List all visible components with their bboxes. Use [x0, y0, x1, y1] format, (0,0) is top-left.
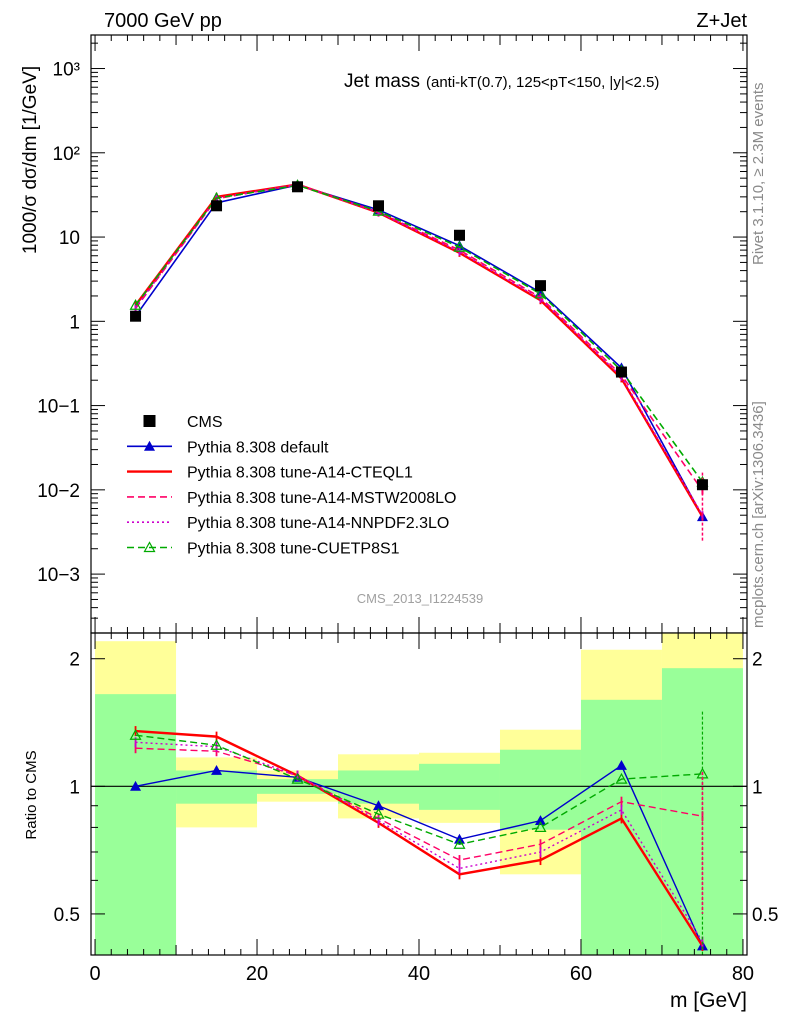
ratio-point-4 — [615, 772, 628, 784]
ratio-point-0 — [211, 764, 223, 775]
data-point — [534, 280, 546, 292]
legend-label: Pythia 8.308 tune-CUETP8S1 — [187, 541, 400, 558]
ratio-y-tick-label: 2 — [69, 650, 80, 671]
ratio-point-4 — [129, 728, 142, 740]
main-y-ticks: 10−3 10−2 10−1 1 10 10² 10³ — [37, 42, 747, 634]
y-tick-label: 1 — [69, 312, 80, 333]
legend-marker — [143, 541, 156, 553]
ratio-point-0 — [534, 815, 546, 826]
y-tick-label: 10³ — [53, 60, 80, 81]
ratio-point-0 — [615, 759, 627, 770]
legend-marker-data — [143, 415, 156, 427]
ratio-y-tick-label: 0.5 — [54, 905, 80, 926]
uncertainty-band-green — [580, 699, 662, 955]
data-point — [453, 229, 465, 241]
rivet-info-label: Rivet 3.1.10, ≥ 2.3M events — [750, 83, 767, 266]
uncertainty-band-green — [338, 770, 419, 804]
plot-subtitle: (anti-kT(0.7), 125<pT<150, |y|<2.5) — [426, 74, 659, 91]
legend-marker — [144, 440, 155, 451]
data-point — [615, 366, 627, 378]
series-point-4 — [534, 287, 547, 299]
ratio-point-4 — [210, 739, 223, 750]
ratio-point-4 — [453, 838, 466, 849]
y-tick-label: 10−3 — [37, 565, 80, 586]
main-marks — [129, 179, 709, 541]
ratio-panel: 0.5 0.5 1 1 2 2 0 20 40 60 80 Ratio to CMS m [GeV… — [23, 632, 778, 1012]
legend-label: Pythia 8.308 tune-A14-CTEQL1 — [187, 465, 413, 482]
x-tick-label: 80 — [732, 963, 754, 985]
ratio-marks — [129, 711, 709, 955]
legend-label: Pythia 8.308 tune-A14-MSTW2008LO — [187, 490, 456, 507]
mcplots-reference-label: mcplots.cern.ch [arXiv:1306.3436] — [750, 401, 767, 628]
series-point-4 — [453, 240, 466, 252]
ratio-y-tick-label-right: 0.5 — [752, 905, 778, 926]
legend-label: CMS — [187, 414, 223, 431]
main-x-ticks — [94, 35, 744, 633]
legend: CMS Pythia 8.308 default Pythia 8.308 tune… — [127, 414, 456, 558]
data-point — [130, 310, 142, 322]
ratio-bands — [91, 633, 747, 955]
ratio-point-0 — [373, 800, 385, 811]
ratio-x-ticks: 0 20 40 60 80 — [89, 633, 754, 985]
plot-title: Jet mass — [344, 71, 420, 92]
y-tick-label: 10² — [53, 144, 80, 165]
series-line-4 — [134, 184, 704, 483]
ratio-y-tick-label: 1 — [69, 777, 80, 798]
data-point — [696, 479, 708, 491]
ratio-y-ticks: 0.5 0.5 1 1 2 2 — [54, 650, 778, 956]
legend-label: Pythia 8.308 default — [187, 439, 329, 456]
x-axis-label: m [GeV] — [670, 989, 747, 1012]
ratio-y-axis-label: Ratio to CMS — [23, 750, 40, 839]
ratio-line-2 — [135, 747, 703, 861]
x-tick-label: 20 — [246, 963, 268, 985]
ratio-line-1 — [135, 729, 704, 947]
ratio-y-tick-label-right: 1 — [752, 777, 763, 798]
series-point-4 — [129, 299, 142, 310]
ratio-point-4 — [291, 772, 304, 784]
ratio-point-4 — [534, 821, 547, 833]
ratio-y-tick-label-right: 2 — [752, 650, 763, 671]
x-tick-label: 0 — [89, 963, 100, 985]
x-tick-label: 60 — [570, 963, 592, 985]
main-panel: 10−3 10−2 10−1 1 10 10² 10³ Jet mass (anti-kT(… — [20, 34, 748, 634]
legend-label: Pythia 8.308 tune-A14-NNPDF2.3LO — [187, 515, 449, 532]
energy-label: 7000 GeV pp — [104, 10, 222, 32]
ratio-line-4 — [135, 734, 703, 845]
data-point — [373, 200, 385, 212]
process-label: Z+Jet — [696, 10, 747, 32]
y-tick-label: 10 — [59, 228, 80, 249]
ratio-point-4 — [372, 807, 385, 819]
ratio-point-0 — [130, 780, 142, 791]
series-line-1 — [134, 183, 704, 518]
y-axis-label: 1000/σ dσ/dm [1/GeV] — [20, 66, 41, 254]
data-point — [211, 200, 223, 212]
analysis-watermark: CMS_2013_I1224539 — [357, 591, 484, 606]
data-point — [292, 181, 304, 193]
y-tick-label: 10−1 — [37, 397, 80, 418]
y-tick-label: 10−2 — [37, 481, 80, 502]
series-line-3 — [134, 183, 704, 516]
ratio-line-3 — [135, 741, 704, 943]
series-line-0 — [134, 184, 704, 518]
ratio-line-0 — [135, 764, 704, 947]
x-tick-label: 40 — [408, 963, 430, 985]
